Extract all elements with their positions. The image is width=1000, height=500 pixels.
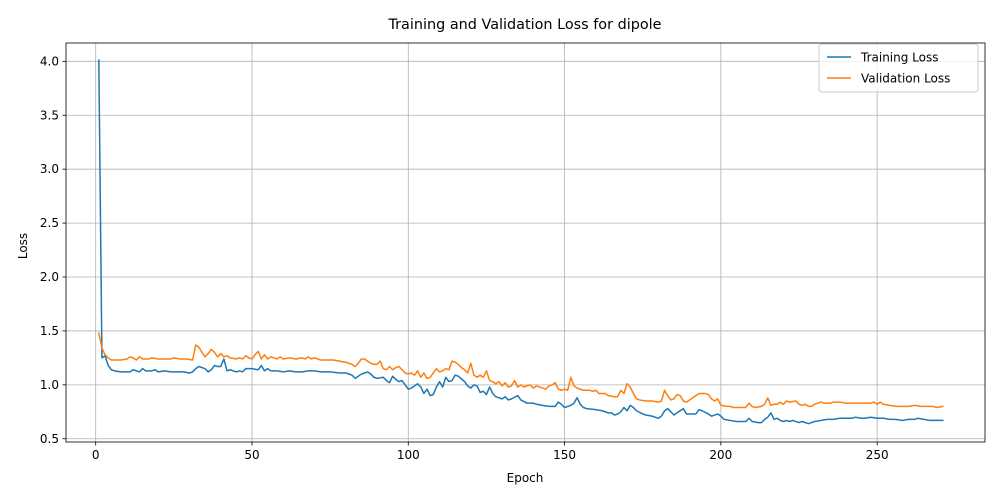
legend-entry: Validation Loss (861, 72, 950, 86)
series-layer (97, 59, 944, 425)
x-tick-label: 250 (866, 448, 889, 462)
y-tick-label: 4.0 (40, 54, 59, 68)
y-tick-label: 1.0 (40, 378, 59, 392)
chart-title: Training and Validation Loss for dipole (387, 17, 661, 33)
legend-box (818, 43, 979, 93)
grid (66, 43, 985, 442)
series-line-validation-loss (97, 332, 944, 409)
y-axis-label: Loss (16, 233, 30, 259)
y-tick-label: 3.0 (40, 162, 59, 176)
x-tick-label: 50 (244, 448, 259, 462)
x-tick-label: 0 (92, 448, 100, 462)
y-tick-label: 2.0 (40, 270, 59, 284)
series-line-training-loss (98, 59, 944, 425)
y-tick-label: 3.5 (40, 108, 59, 122)
y-tick-label: 2.5 (40, 216, 59, 230)
x-axis-label: Epoch (507, 471, 544, 485)
x-tick-label: 150 (553, 448, 576, 462)
ticks: 0 50 100 150 200 250 0.5 1.0 1.5 2.0 2.5 3.0 3.5 4.0 (40, 54, 889, 462)
legend-entry: Training Loss (860, 51, 938, 65)
x-tick-label: 100 (397, 448, 420, 462)
y-tick-label: 1.5 (40, 324, 59, 338)
y-tick-label: 0.5 (40, 432, 59, 446)
legend: Training Loss Validation Loss (818, 43, 979, 93)
plot-frame (65, 42, 986, 443)
x-tick-label: 200 (709, 448, 732, 462)
